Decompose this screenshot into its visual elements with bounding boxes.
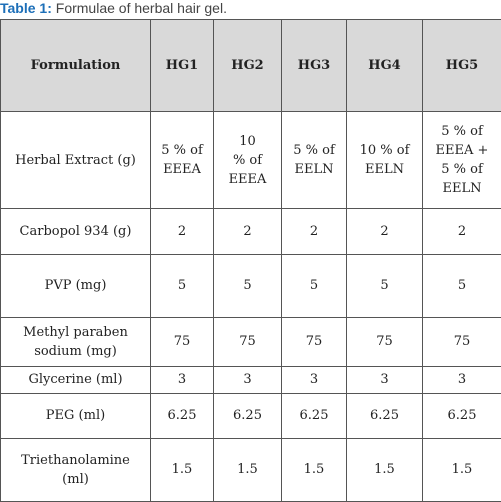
cell-hg5: 5 % of EEEA + 5 % of EELN — [422, 110, 501, 210]
cell-hg1: 75 — [150, 316, 214, 367]
formulation-table: Formulation HG1 HG2 HG3 HG4 HG5 Herbal E… — [0, 19, 501, 502]
cell-hg3: 5 — [281, 254, 347, 318]
row-label: Herbal Extract (g) — [0, 110, 151, 210]
cell-hg2: 3 — [213, 365, 282, 394]
table-row: PEG (ml) 6.25 6.25 6.25 6.25 6.25 — [0, 392, 501, 439]
row-label: Methyl paraben sodium (mg) — [0, 316, 151, 367]
caption-label: Table 1: — [0, 0, 52, 16]
cell-hg4: 3 — [346, 365, 423, 394]
table-row: Methyl paraben sodium (mg) 75 75 75 75 7… — [0, 316, 501, 367]
cell-hg2: 1.5 — [213, 437, 282, 502]
row-label: PEG (ml) — [0, 392, 151, 439]
cell-hg5: 5 — [422, 254, 501, 318]
cell-hg3: 75 — [281, 316, 347, 367]
row-label: Carbopol 934 (g) — [0, 208, 151, 256]
cell-hg5: 75 — [422, 316, 501, 367]
cell-hg2: 2 — [213, 208, 282, 256]
cell-hg4: 1.5 — [346, 437, 423, 502]
row-label: Triethanolamine (ml) — [0, 437, 151, 502]
cell-hg3: 5 % of EELN — [281, 110, 347, 210]
cell-hg4: 2 — [346, 208, 423, 256]
header-formulation: Formulation — [0, 19, 151, 112]
cell-hg1: 5 — [150, 254, 214, 318]
cell-hg3: 6.25 — [281, 392, 347, 439]
cell-hg1: 6.25 — [150, 392, 214, 439]
header-hg2: HG2 — [213, 19, 282, 112]
cell-hg4: 6.25 — [346, 392, 423, 439]
cell-hg3: 1.5 — [281, 437, 347, 502]
table-row: Carbopol 934 (g) 2 2 2 2 2 — [0, 208, 501, 256]
table-row: Triethanolamine (ml) 1.5 1.5 1.5 1.5 1.5 — [0, 437, 501, 502]
cell-hg4: 10 % of EELN — [346, 110, 423, 210]
table-row: PVP (mg) 5 5 5 5 5 — [0, 254, 501, 318]
caption-text: Formulae of herbal hair gel. — [51, 0, 227, 16]
cell-hg2: 6.25 — [213, 392, 282, 439]
cell-hg1: 1.5 — [150, 437, 214, 502]
table-caption: Table 1: Formulae of herbal hair gel. — [0, 0, 501, 18]
cell-hg3: 2 — [281, 208, 347, 256]
cell-hg2: 75 — [213, 316, 282, 367]
cell-hg5: 2 — [422, 208, 501, 256]
cell-hg1: 5 % of EEEA — [150, 110, 214, 210]
cell-hg1: 2 — [150, 208, 214, 256]
cell-hg4: 5 — [346, 254, 423, 318]
cell-hg4: 75 — [346, 316, 423, 367]
cell-hg3: 3 — [281, 365, 347, 394]
header-hg3: HG3 — [281, 19, 347, 112]
header-hg4: HG4 — [346, 19, 423, 112]
cell-hg1: 3 — [150, 365, 214, 394]
cell-hg5: 3 — [422, 365, 501, 394]
header-hg1: HG1 — [150, 19, 214, 112]
row-label: Glycerine (ml) — [0, 365, 151, 394]
cell-hg5: 1.5 — [422, 437, 501, 502]
cell-hg2: 10 % of EEEA — [213, 110, 282, 210]
header-hg5: HG5 — [422, 19, 501, 112]
table-row: Glycerine (ml) 3 3 3 3 3 — [0, 365, 501, 394]
cell-hg2: 5 — [213, 254, 282, 318]
header-row: Formulation HG1 HG2 HG3 HG4 HG5 — [0, 19, 501, 112]
table-row: Herbal Extract (g) 5 % of EEEA 10 % of E… — [0, 110, 501, 210]
cell-hg5: 6.25 — [422, 392, 501, 439]
row-label: PVP (mg) — [0, 254, 151, 318]
